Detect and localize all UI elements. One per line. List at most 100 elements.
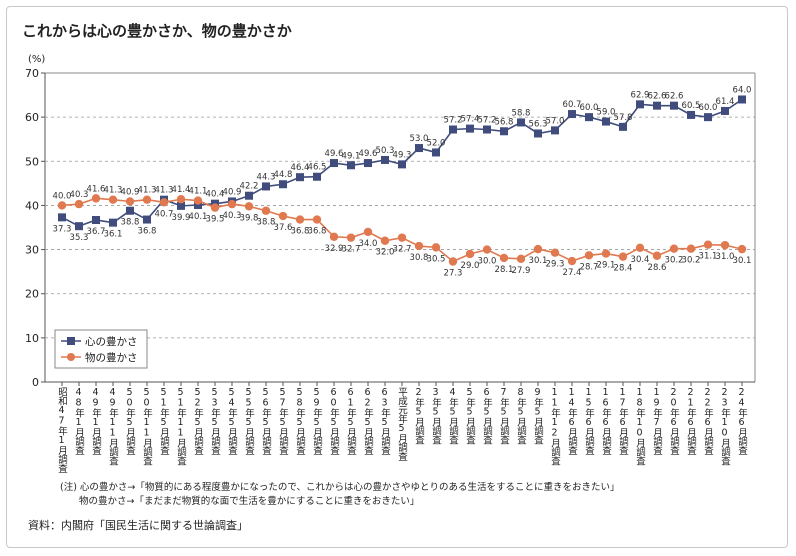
data-label: 44.3 bbox=[257, 172, 276, 182]
legend-marker bbox=[67, 337, 75, 345]
x-tick-label: 15年6月調査 bbox=[583, 387, 594, 455]
point-marker bbox=[245, 191, 253, 200]
data-label: 40.9 bbox=[223, 187, 242, 197]
x-tick-label: 4年5月調査 bbox=[447, 387, 458, 444]
x-tick-label: 3年5月調査 bbox=[430, 387, 441, 444]
x-tick-label: 17年6月調査 bbox=[617, 387, 628, 455]
point-marker bbox=[550, 248, 560, 257]
point-marker bbox=[330, 159, 338, 168]
data-label: 29.1 bbox=[597, 261, 616, 271]
data-label: 32.0 bbox=[376, 248, 395, 258]
data-label: 39.5 bbox=[206, 215, 225, 225]
data-label: 56.3 bbox=[529, 119, 548, 129]
point-marker bbox=[415, 144, 423, 153]
point-marker bbox=[380, 236, 390, 245]
point-marker bbox=[432, 148, 440, 157]
data-label: 62.9 bbox=[631, 90, 650, 100]
point-marker bbox=[635, 243, 645, 253]
data-label: 42.2 bbox=[240, 182, 259, 192]
point-marker bbox=[618, 252, 628, 261]
point-marker bbox=[465, 249, 475, 259]
point-marker bbox=[194, 200, 202, 209]
data-label: 59.0 bbox=[597, 108, 616, 118]
y-tick-label: 20 bbox=[25, 288, 39, 301]
x-tick-label: 56年5月調査 bbox=[260, 387, 271, 455]
y-tick-label: 70 bbox=[25, 67, 39, 80]
point-marker bbox=[533, 244, 543, 254]
x-tick-label: 62年5月調査 bbox=[362, 387, 373, 455]
point-marker bbox=[516, 254, 526, 264]
point-marker bbox=[466, 124, 474, 133]
data-label: 40.9 bbox=[121, 187, 140, 197]
point-marker bbox=[704, 113, 712, 122]
x-tick-label: 52年5月調査 bbox=[192, 387, 203, 455]
x-tick-label: 51年5月調査 bbox=[158, 387, 169, 455]
data-label: 49.6 bbox=[359, 149, 378, 159]
point-marker bbox=[279, 180, 287, 189]
y-tick-label: 50 bbox=[25, 155, 39, 168]
point-marker bbox=[109, 218, 117, 227]
chart-title: これからは心の豊かさか、物の豊かさか bbox=[22, 22, 292, 40]
data-label: 30.2 bbox=[682, 256, 701, 266]
point-marker bbox=[482, 245, 492, 254]
point-marker bbox=[551, 126, 559, 135]
x-tick-label: 18年10月調査 bbox=[634, 387, 645, 465]
point-marker bbox=[91, 194, 101, 203]
point-marker bbox=[176, 195, 186, 204]
x-tick-label: 6年5月調査 bbox=[481, 387, 492, 444]
legend-marker bbox=[67, 353, 75, 361]
x-tick-label: 平成元年5月調査 bbox=[396, 387, 407, 461]
data-label: 36.7 bbox=[87, 227, 106, 237]
x-tick-label: 8年5月調査 bbox=[515, 387, 526, 444]
point-marker bbox=[177, 201, 185, 210]
point-marker bbox=[278, 211, 288, 221]
data-label: 40.7 bbox=[155, 209, 174, 219]
data-label: 32.7 bbox=[393, 245, 412, 255]
point-marker bbox=[636, 100, 644, 109]
data-label: 34.0 bbox=[359, 239, 378, 249]
data-label: 37.3 bbox=[53, 224, 72, 234]
data-label: 28.4 bbox=[614, 264, 633, 274]
source: 資料：内閣府「国民生活に関する世論調査」 bbox=[28, 519, 248, 532]
data-label: 53.0 bbox=[410, 134, 429, 144]
point-marker bbox=[534, 129, 542, 138]
point-marker bbox=[125, 197, 135, 206]
point-marker bbox=[210, 203, 220, 212]
data-label: 30.8 bbox=[410, 253, 429, 263]
point-marker bbox=[738, 95, 746, 104]
data-label: 40.4 bbox=[206, 190, 225, 200]
point-marker bbox=[499, 253, 509, 263]
x-tick-label: 23年10月調査 bbox=[719, 387, 730, 465]
data-label: 27.4 bbox=[563, 268, 582, 278]
data-label: 62.6 bbox=[648, 92, 667, 102]
data-label: 46.4 bbox=[291, 163, 310, 173]
data-label: 39.9 bbox=[172, 213, 191, 223]
point-marker bbox=[58, 213, 66, 222]
x-tick-label: 19年7月調査 bbox=[651, 387, 662, 455]
point-marker bbox=[295, 215, 305, 224]
data-label: 40.3 bbox=[223, 211, 242, 221]
x-tick-label: 5年5月調査 bbox=[464, 387, 475, 444]
x-tick-label: 48年1月調査 bbox=[73, 387, 84, 455]
point-marker bbox=[652, 251, 662, 260]
legend-box bbox=[54, 329, 148, 369]
data-label: 62.6 bbox=[665, 92, 684, 102]
data-label: 44.8 bbox=[274, 170, 293, 180]
data-label: 57.8 bbox=[614, 113, 633, 123]
x-tick-label: 24年6月調査 bbox=[736, 387, 747, 455]
data-label: 56.8 bbox=[495, 117, 514, 127]
point-marker bbox=[142, 195, 152, 204]
x-tick-label: 58年5月調査 bbox=[294, 387, 305, 455]
x-tick-label: 50年5月調査 bbox=[124, 387, 135, 455]
point-marker bbox=[483, 125, 491, 134]
point-marker bbox=[669, 244, 679, 253]
data-label: 28.7 bbox=[580, 262, 599, 272]
legend-label: 心の豊かさ bbox=[85, 335, 138, 348]
data-label: 41.1 bbox=[189, 187, 208, 197]
data-label: 28.1 bbox=[495, 265, 514, 275]
point-marker bbox=[398, 160, 406, 169]
data-label: 32.9 bbox=[325, 244, 344, 254]
x-tick-label: 11年12月調査 bbox=[549, 387, 560, 465]
data-label: 60.0 bbox=[699, 103, 718, 113]
